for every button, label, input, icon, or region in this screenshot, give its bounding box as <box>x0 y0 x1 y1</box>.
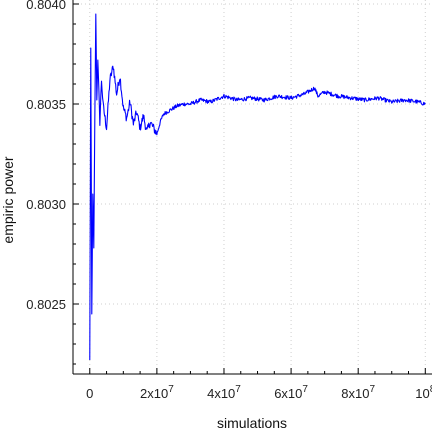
y-tick-label: 0.8040 <box>26 0 66 12</box>
y-tick-label: 0.8025 <box>26 297 66 312</box>
x-tick-label: 2x107 <box>140 384 174 401</box>
x-tick-label: 4x107 <box>207 384 241 401</box>
y-tick-label: 0.8030 <box>26 197 66 212</box>
grid <box>73 0 432 374</box>
series-line-0 <box>89 13 426 361</box>
x-axis-title: simulations <box>217 415 287 431</box>
x-tick-label: 8x107 <box>341 384 375 401</box>
x-tick-label: 0 <box>86 386 93 401</box>
series-layer <box>89 13 426 361</box>
x-tick-label: 6x107 <box>274 384 308 401</box>
x-tick-label: 108 <box>415 384 432 401</box>
y-axis-title: empiric power <box>0 156 16 243</box>
y-tick-label: 0.8035 <box>26 97 66 112</box>
axes: 0 2x107 4x107 6x107 8x107 108 0.8025 0.8030 0.80… <box>26 0 432 401</box>
